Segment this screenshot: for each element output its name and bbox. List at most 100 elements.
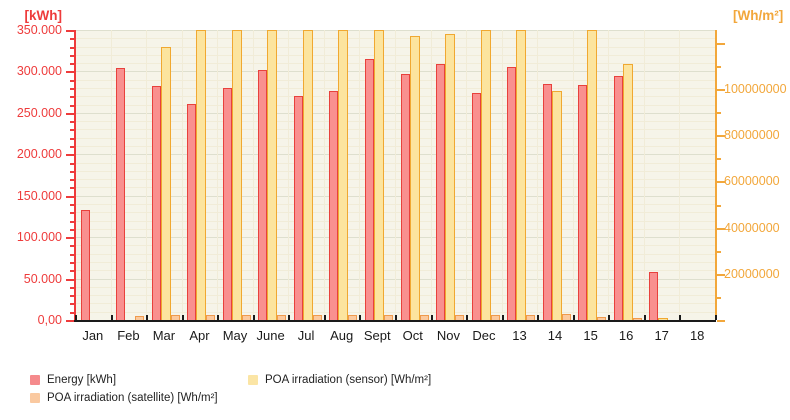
left-axis-tick [66,154,74,157]
x-axis-tick [395,315,397,320]
bar-energy-Sept [364,59,374,320]
x-axis-category-label: 13 [512,328,527,343]
left-axis-tick [70,295,74,298]
right-axis-tick [717,112,721,114]
right-axis-tick [717,296,721,299]
x-axis-tick [359,315,362,320]
left-axis-tick [66,237,74,240]
right-axis-title: [Wh/m²] [733,8,784,23]
gridline-vertical [572,30,574,320]
left-axis-tick [70,38,74,41]
bar-sensor-June [267,30,278,320]
bar-satellite-Feb [135,316,145,320]
left-axis-tick [70,121,74,124]
bar-sensor-Apr [196,30,207,320]
bar-sensor-16 [622,63,633,320]
x-axis-category-label: 16 [618,328,634,343]
x-axis-category-label: Sept [363,328,391,343]
bar-energy-13 [507,67,517,320]
bar-sensor-Dec [480,30,491,320]
bar-satellite-Aug [348,314,358,320]
right-axis-tick-label: 40000000 [724,220,780,235]
gridline-vertical [146,30,148,320]
x-axis-tick [715,315,717,320]
bar-satellite-June [277,314,287,320]
gridline-vertical [679,30,681,320]
x-axis-tick [181,315,184,320]
left-axis-tick [70,187,74,190]
bar-energy-Nov [436,64,446,320]
x-axis-tick [217,315,220,320]
left-axis-tick-label: 200.000 [16,147,62,162]
left-axis-tick [70,253,74,256]
right-axis-tick-label: 60000000 [724,174,780,189]
gridline-vertical [395,30,396,320]
right-axis-tick [717,204,721,207]
left-axis-tick-label: 0,00 [37,313,62,327]
gridline-vertical [217,30,219,320]
bar-satellite-14 [561,314,571,320]
bar-satellite-Nov [455,314,465,320]
gridline-vertical [288,30,290,320]
right-axis-tick [717,135,725,138]
bar-energy-17 [649,271,659,320]
gridline-vertical [110,30,112,320]
x-axis-tick [501,315,504,320]
right-axis-tick [717,88,725,91]
bar-energy-Mar [151,86,161,320]
right-axis-tick [717,273,725,276]
right-axis-tick [717,250,721,253]
x-axis-category-label: Jul [297,328,315,343]
bar-sensor-Oct [409,35,420,320]
bar-energy-14 [542,83,552,320]
legend-item: Energy [kWh] [30,374,116,386]
bar-satellite-15 [597,317,607,320]
bar-sensor-Sept [373,30,384,320]
legend-swatch-icon [30,375,40,385]
bar-energy-15 [578,84,588,320]
bar-energy-Aug [329,91,339,320]
left-axis-tick [70,179,74,182]
right-axis-tick [717,227,725,230]
bar-satellite-Mar [170,314,180,320]
bar-satellite-Jul [312,314,322,320]
x-axis-category-label: 17 [654,328,669,343]
x-axis-category-label: 14 [547,328,563,343]
x-axis-tick [430,315,433,320]
bar-sensor-14 [551,91,562,320]
gridline-vertical [608,30,610,320]
left-axis-tick [70,63,74,66]
right-axis-tick [717,65,721,68]
bar-sensor-May [231,30,242,320]
gridline-vertical [359,30,361,320]
left-axis-tick [70,270,74,273]
left-axis-line [74,30,76,320]
gridline-vertical [501,30,503,320]
left-axis-tick [66,278,74,281]
gridline-vertical [466,30,468,320]
left-axis-tick-label: 100.000 [16,230,62,245]
left-axis-title: [kWh] [24,8,63,23]
right-axis-tick [717,320,725,322]
left-axis-tick [66,30,74,32]
left-axis-tick [70,129,74,132]
x-axis-tick [608,315,611,320]
gridline-vertical [430,30,432,320]
x-axis-category-label: 15 [583,328,598,343]
left-axis-tick [70,170,74,173]
bar-sensor-17 [658,317,669,320]
x-axis-tick [643,315,646,320]
left-axis-tick [70,286,74,289]
left-axis-tick [70,96,74,99]
legend-swatch-icon [248,375,258,385]
bar-satellite-Sept [383,314,393,320]
left-axis-tick [70,54,74,57]
x-axis-category-label: May [222,328,248,343]
x-axis-tick [572,315,575,320]
left-axis-tick [70,262,74,264]
left-axis-tick-label: 250.000 [16,105,62,120]
gridline-vertical [323,30,325,320]
left-axis-tick [70,146,74,148]
bar-satellite-13 [526,314,536,320]
